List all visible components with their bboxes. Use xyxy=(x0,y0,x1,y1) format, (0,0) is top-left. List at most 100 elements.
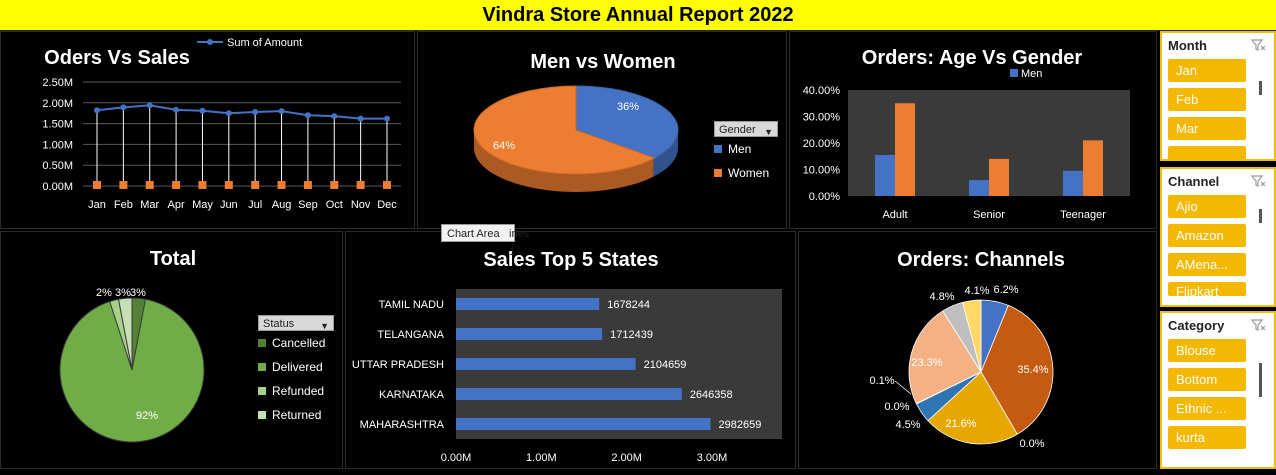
slicer-item-ajio[interactable]: Ajio xyxy=(1168,195,1246,218)
tooltip-overflow-text: ines 1 xyxy=(509,225,529,261)
slicer-scrollbar[interactable] xyxy=(1259,363,1262,397)
data-label: 3% xyxy=(115,287,131,299)
chart-title: Orders: Age Vs Gender xyxy=(862,47,1083,69)
chart-title: Total xyxy=(150,248,196,270)
bar xyxy=(456,328,602,340)
y-tick-label: TELANGANA xyxy=(377,329,444,341)
x-tick-label: Aug xyxy=(272,199,292,211)
y-tick-label: KARNATAKA xyxy=(379,389,445,401)
x-tick-label: Jun xyxy=(220,199,238,211)
orders-marker xyxy=(251,181,259,189)
data-point xyxy=(358,116,364,122)
channel-slicer[interactable]: Channel Ajio Amazon AMena... Flipkart xyxy=(1160,167,1276,307)
slicer-item-bottom[interactable]: Bottom xyxy=(1168,368,1246,391)
slicer-item-amazon[interactable]: Amazon xyxy=(1168,224,1246,247)
data-label: 4.1% xyxy=(964,285,989,297)
orders-marker xyxy=(146,181,154,189)
data-label: 4.8% xyxy=(929,291,954,303)
x-tick-label: 1.00M xyxy=(526,452,557,464)
series-line xyxy=(97,105,387,118)
chart-title: Orders: Channels xyxy=(897,249,1065,271)
data-label: 1678244 xyxy=(607,299,650,311)
top-states-panel[interactable]: Sales Top 5 States TAMIL NADU 1678244 TELAN… xyxy=(345,231,796,469)
category-slicer[interactable]: Category Blouse Bottom Ethnic ... kurta xyxy=(1160,311,1276,469)
slicer-item-mar[interactable]: Mar xyxy=(1168,117,1246,140)
data-label: 36% xyxy=(617,101,639,113)
legend-item-men: Men xyxy=(714,137,778,161)
slicer-item-kurta[interactable]: kurta xyxy=(1168,426,1246,449)
y-tick-label: 0.00M xyxy=(42,181,73,193)
age-vs-gender-chart: Orders: Age Vs GenderMenWomen0.00%10.00%… xyxy=(790,32,1158,230)
bar-women xyxy=(989,159,1009,196)
data-label: 2104659 xyxy=(644,359,687,371)
gender-filter-dropdown[interactable]: Gender ▼ xyxy=(714,121,778,137)
slicer-item-feb[interactable]: Feb xyxy=(1168,88,1246,111)
slicer-item-apr[interactable] xyxy=(1168,146,1246,161)
y-tick-label: 2.00M xyxy=(42,98,73,110)
x-tick-label: Nov xyxy=(351,199,371,211)
slicer-item-flipkart[interactable]: Flipkart xyxy=(1168,282,1246,296)
legend-item-refunded: Refunded xyxy=(258,379,334,403)
y-tick-label: MAHARASHTRA xyxy=(360,419,445,431)
clear-filter-icon[interactable] xyxy=(1250,173,1266,189)
bar xyxy=(456,358,636,370)
x-tick-label: Senior xyxy=(973,209,1005,221)
x-tick-label: Apr xyxy=(168,199,185,211)
slicer-scrollbar[interactable] xyxy=(1259,81,1262,95)
bar xyxy=(456,298,599,310)
orders-vs-sales-chart: Oders Vs Sales Sum of Amount 0.00M 0.50M 1.0… xyxy=(1,32,416,230)
x-tick-label: 3.00M xyxy=(697,452,728,464)
legend-swatch xyxy=(714,145,722,153)
data-point xyxy=(305,112,311,118)
data-point xyxy=(252,109,258,115)
legend-marker xyxy=(207,39,213,45)
slicer-item-ameesho[interactable]: AMena... xyxy=(1168,253,1246,276)
age-vs-gender-panel[interactable]: Orders: Age Vs GenderMenWomen0.00%10.00%… xyxy=(789,31,1157,229)
legend-item-women: Women xyxy=(714,161,778,185)
data-label: 2646358 xyxy=(690,389,733,401)
orders-marker xyxy=(357,181,365,189)
x-tick-label: 0.00M xyxy=(441,452,472,464)
legend-label: Returned xyxy=(272,408,321,422)
x-tick-label: Oct xyxy=(326,199,343,211)
data-label: 64% xyxy=(493,140,515,152)
data-label: 1712439 xyxy=(610,329,653,341)
y-tick-label: 1.50M xyxy=(42,119,73,131)
orders-vs-sales-panel[interactable]: Oders Vs Sales Sum of Amount 0.00M 0.50M 1.0… xyxy=(0,31,415,229)
data-label: 3% xyxy=(130,287,146,299)
leader-line xyxy=(895,381,911,394)
top-states-chart: Sales Top 5 StatesTAMIL NADU 1678244TELAN… xyxy=(346,232,797,470)
data-point xyxy=(147,102,153,108)
slicer-scrollbar[interactable] xyxy=(1259,209,1262,223)
x-tick-label: Jan xyxy=(88,199,106,211)
clear-filter-icon[interactable] xyxy=(1250,317,1266,333)
slicer-title: Category xyxy=(1168,318,1224,333)
legend-swatch xyxy=(258,363,266,371)
bar-men xyxy=(875,155,895,196)
y-tick-label: 1.00M xyxy=(42,139,73,151)
status-filter-dropdown[interactable]: Status ▼ xyxy=(258,315,334,331)
legend-swatch xyxy=(258,411,266,419)
men-vs-women-panel[interactable]: Men vs Women 36% 64% Gender ▼ Men Women xyxy=(417,31,787,229)
slicer-item-jan[interactable]: Jan xyxy=(1168,59,1246,82)
month-slicer[interactable]: Month Jan Feb Mar xyxy=(1160,31,1276,161)
clear-filter-icon[interactable] xyxy=(1250,37,1266,53)
x-tick-label: Dec xyxy=(377,199,397,211)
legend-item-returned: Returned xyxy=(258,403,334,427)
slicer-item-ethnic[interactable]: Ethnic ... xyxy=(1168,397,1246,420)
report-title: Vindra Store Annual Report 2022 xyxy=(0,0,1276,31)
total-status-panel[interactable]: Total 3% 92% 2% 3% Status ▼ Cancelled Deliver… xyxy=(0,231,343,469)
y-tick-label: 2.50M xyxy=(42,77,73,89)
legend-item-delivered: Delivered xyxy=(258,355,334,379)
channels-panel[interactable]: Orders: Channels 6.2% 35.4% 0.0% 21.6% 4.5% 0.… xyxy=(798,231,1157,469)
data-point xyxy=(173,107,179,113)
data-label: 0.0% xyxy=(884,401,909,413)
legend-label: Refunded xyxy=(272,384,324,398)
x-tick-label: May xyxy=(192,199,213,211)
bar-women xyxy=(895,103,915,196)
y-tick-label: 0.00% xyxy=(809,191,840,203)
legend-label: Men xyxy=(1021,68,1042,80)
slicer-item-blouse[interactable]: Blouse xyxy=(1168,339,1246,362)
data-point xyxy=(120,104,126,110)
channels-chart: Orders: Channels6.2%35.4%0.0%21.6%4.5%0.… xyxy=(799,232,1158,470)
